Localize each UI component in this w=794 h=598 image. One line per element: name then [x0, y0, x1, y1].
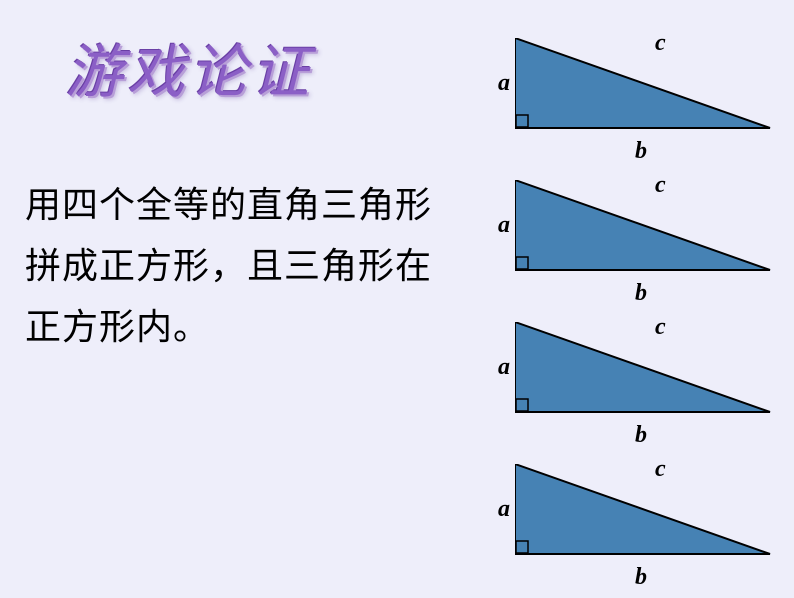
side-label-a: a: [498, 70, 510, 97]
side-label-c: c: [655, 456, 666, 483]
side-label-c: c: [655, 314, 666, 341]
side-label-c: c: [655, 30, 666, 57]
page-title: 游戏论证: [65, 25, 313, 109]
side-label-b: b: [635, 422, 647, 449]
triangle-block: a b c: [490, 172, 780, 310]
triangle-block: a b c: [490, 314, 780, 452]
side-label-a: a: [498, 354, 510, 381]
side-label-a: a: [498, 212, 510, 239]
side-label-b: b: [635, 280, 647, 307]
side-label-c: c: [655, 172, 666, 199]
side-label-a: a: [498, 496, 510, 523]
right-triangle-icon: [515, 180, 775, 275]
side-label-b: b: [635, 564, 647, 591]
side-label-b: b: [635, 138, 647, 165]
body-paragraph: 用四个全等的直角三角形拼成正方形，且三角形在正方形内。: [25, 175, 455, 359]
triangle-column: abcabcabcabc: [490, 30, 780, 598]
right-triangle-icon: [515, 464, 775, 559]
right-triangle-icon: [515, 322, 775, 417]
triangle-block: a b c: [490, 30, 780, 168]
triangle-block: a b c: [490, 456, 780, 594]
right-triangle-icon: [515, 38, 775, 133]
